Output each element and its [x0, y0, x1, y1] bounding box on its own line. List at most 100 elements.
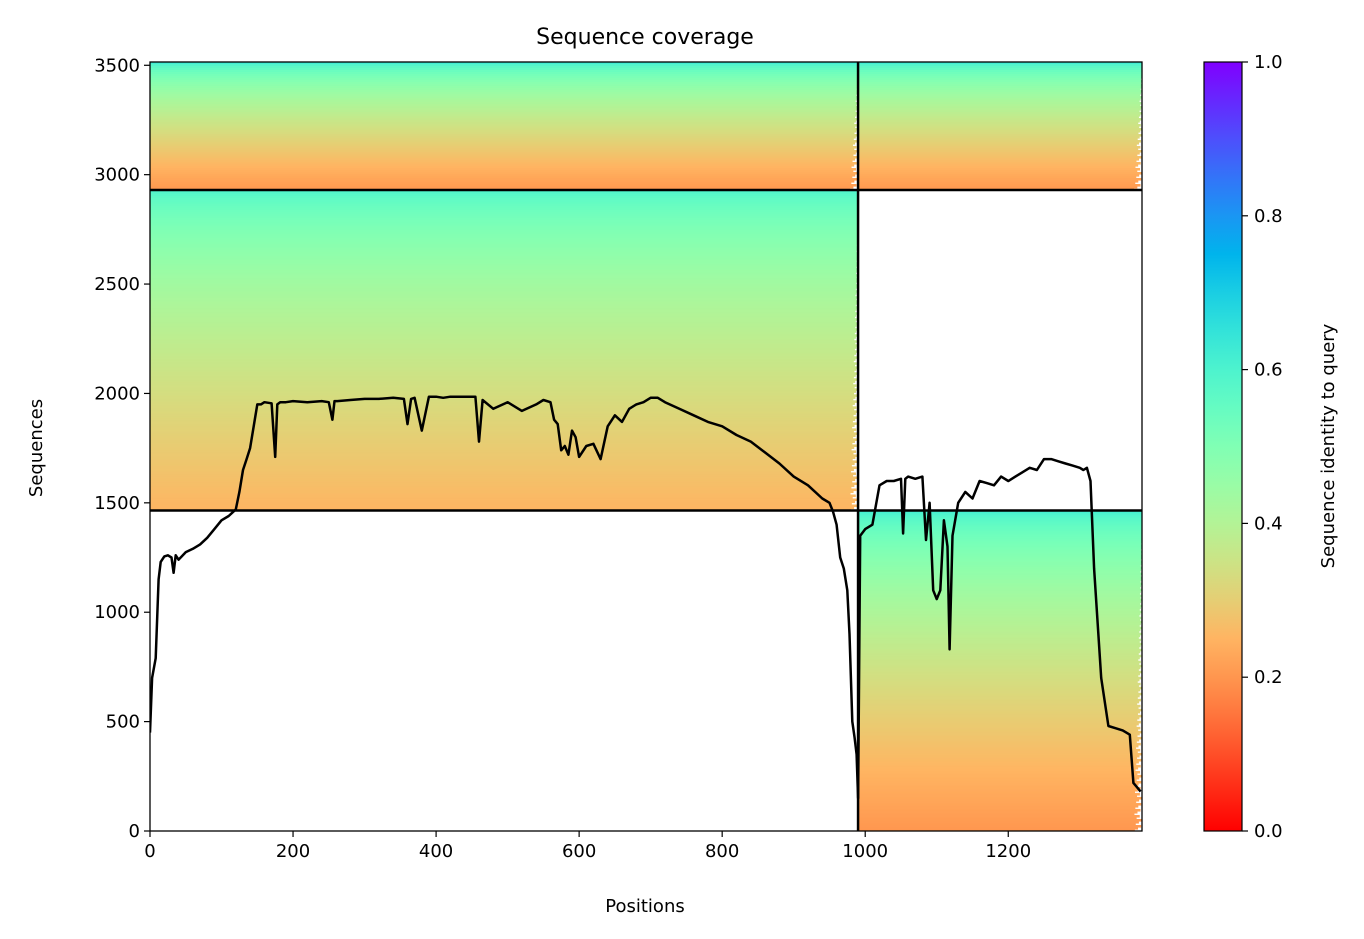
x-tick-label: 400	[419, 841, 453, 862]
msa-row	[858, 137, 1138, 141]
msa-row	[150, 179, 855, 183]
msa-row	[858, 752, 1142, 756]
msa-row	[858, 790, 1135, 794]
msa-row	[150, 119, 856, 123]
msa-row	[150, 498, 859, 502]
msa-row	[858, 105, 1142, 109]
msa-row	[150, 336, 856, 339]
msa-row	[150, 342, 856, 345]
msa-row	[150, 392, 855, 395]
msa-row	[150, 159, 853, 163]
msa-row	[858, 792, 1140, 796]
msa-row	[858, 740, 1137, 744]
msa-row	[150, 452, 854, 456]
msa-row	[150, 101, 858, 105]
msa-row	[858, 566, 1142, 570]
msa-row	[858, 149, 1142, 153]
msa-row	[150, 314, 857, 317]
msa-row	[150, 208, 858, 211]
msa-row	[858, 616, 1142, 620]
msa-row	[150, 151, 856, 155]
y-tick-label: 3000	[94, 165, 140, 186]
msa-row	[858, 572, 1142, 576]
msa-row	[858, 826, 1139, 830]
msa-row	[150, 312, 858, 315]
msa-row	[150, 240, 858, 243]
msa-row	[150, 456, 856, 460]
msa-row	[150, 258, 858, 261]
msa-row	[150, 266, 857, 269]
msa-row	[858, 151, 1140, 155]
msa-row	[858, 586, 1141, 590]
msa-row	[150, 378, 858, 381]
msa-row	[150, 470, 852, 474]
msa-row	[858, 754, 1140, 758]
msa-row	[858, 822, 1136, 826]
msa-row	[150, 468, 854, 472]
msa-row	[150, 366, 859, 369]
msa-row	[858, 720, 1141, 724]
msa-row	[150, 394, 858, 397]
msa-row	[858, 85, 1142, 89]
msa-row	[858, 141, 1139, 145]
msa-row	[150, 242, 858, 245]
msa-row	[858, 95, 1142, 99]
msa-row	[858, 109, 1140, 113]
msa-row	[150, 214, 858, 217]
msa-row	[150, 93, 857, 97]
msa-row	[150, 79, 858, 83]
msa-row	[858, 824, 1142, 828]
msa-row	[858, 516, 1142, 520]
msa-row	[858, 548, 1142, 552]
msa-row	[858, 710, 1140, 714]
msa-row	[858, 564, 1141, 568]
y-axis: 0 500 1000 1500 2000 2500 3000 3500	[94, 55, 150, 842]
msa-row	[858, 568, 1142, 572]
msa-row	[858, 93, 1141, 97]
msa-row	[858, 530, 1142, 534]
msa-row	[150, 352, 857, 355]
msa-row	[858, 674, 1139, 678]
msa-row	[858, 139, 1142, 143]
msa-row	[150, 444, 857, 447]
colorbar-tick-label: 0.6	[1254, 360, 1283, 381]
msa-row	[150, 480, 853, 484]
msa-row	[150, 372, 858, 375]
msa-row	[150, 256, 859, 259]
msa-row	[858, 107, 1141, 111]
msa-row	[858, 538, 1142, 542]
colorbar-tick-label: 0.2	[1254, 667, 1283, 688]
plot-frame	[149, 61, 1143, 832]
msa-row	[150, 73, 858, 77]
msa-row	[150, 302, 857, 305]
msa-row	[858, 704, 1141, 708]
msa-row	[150, 338, 855, 341]
msa-row	[858, 584, 1142, 588]
msa-row	[858, 776, 1140, 780]
msa-row	[858, 556, 1142, 560]
msa-row	[150, 292, 857, 295]
msa-row	[150, 304, 856, 307]
msa-row	[150, 183, 857, 187]
msa-row	[858, 173, 1140, 177]
msa-row	[150, 500, 855, 504]
x-tick-label: 800	[705, 841, 739, 862]
msa-row	[858, 67, 1142, 71]
msa-row	[858, 758, 1142, 762]
msa-row	[858, 788, 1138, 792]
msa-row	[858, 766, 1139, 770]
msa-row	[150, 300, 859, 303]
msa-row	[858, 185, 1138, 189]
msa-row	[858, 115, 1139, 119]
msa-row	[150, 111, 858, 115]
msa-row	[150, 63, 859, 67]
msa-row	[150, 308, 857, 311]
msa-row	[150, 149, 859, 153]
msa-row	[858, 768, 1136, 772]
msa-row	[150, 228, 858, 231]
msa-row	[858, 800, 1137, 804]
msa-row	[150, 95, 858, 99]
msa-row	[858, 818, 1142, 822]
msa-row	[150, 348, 855, 351]
msa-row	[858, 83, 1142, 87]
